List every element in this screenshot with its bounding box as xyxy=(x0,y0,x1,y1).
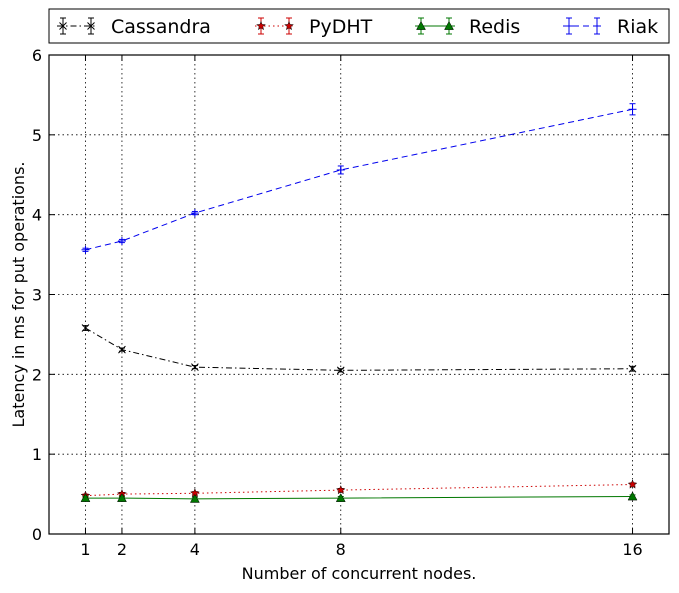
y-tick-label: 5 xyxy=(32,126,42,145)
series-riak xyxy=(81,103,637,254)
y-axis-label: Latency in ms for put operations. xyxy=(9,162,28,428)
star-marker xyxy=(335,484,346,495)
x-tick-label: 4 xyxy=(190,540,200,559)
series-layer xyxy=(80,103,638,503)
plus-marker xyxy=(565,22,573,30)
triangle-marker xyxy=(80,493,91,502)
grid-lines xyxy=(49,55,669,534)
legend-item-riak: Riak xyxy=(563,16,658,38)
plus-marker xyxy=(628,105,637,114)
legend-item-pydht: PyDHT xyxy=(255,16,373,38)
star-marker xyxy=(284,20,294,31)
plus-marker xyxy=(593,22,601,30)
triangle-marker xyxy=(444,20,454,30)
y-tick-label: 0 xyxy=(32,525,42,544)
legend-label-cassandra: Cassandra xyxy=(111,16,211,38)
x-tick-label: 2 xyxy=(117,540,127,559)
plus-marker xyxy=(117,237,126,246)
legend-label-pydht: PyDHT xyxy=(309,16,373,38)
triangle-marker xyxy=(335,493,346,502)
plus-marker xyxy=(336,165,345,174)
series-cassandra xyxy=(81,324,637,375)
star-marker xyxy=(256,20,266,31)
y-tick-label: 6 xyxy=(32,46,42,65)
triangle-marker xyxy=(627,491,638,501)
y-tick-label: 3 xyxy=(32,286,42,305)
triangle-marker xyxy=(189,493,200,503)
x-marker xyxy=(59,22,67,30)
x-marker xyxy=(336,366,345,375)
x-tick-label: 1 xyxy=(80,540,90,559)
triangle-marker xyxy=(117,493,127,502)
x-tick-label: 8 xyxy=(336,540,346,559)
star-marker xyxy=(627,479,638,489)
legend-item-cassandra: Cassandra xyxy=(57,16,211,38)
axis-ticks: 1 2 4 8 16 0 1 2 3 4 5 6 xyxy=(32,46,669,559)
legend: Cassandra PyDHT Redis Riak xyxy=(48,8,670,44)
triangle-marker xyxy=(416,20,426,30)
plus-marker xyxy=(190,209,199,218)
legend-label-riak: Riak xyxy=(617,16,658,38)
series-redis xyxy=(80,491,638,503)
y-tick-label: 4 xyxy=(32,206,42,225)
x-tick-label: 16 xyxy=(622,540,642,559)
x-marker xyxy=(191,363,199,372)
y-tick-label: 2 xyxy=(32,365,42,384)
legend-label-redis: Redis xyxy=(469,16,520,38)
x-axis-label: Number of concurrent nodes. xyxy=(242,564,477,583)
y-tick-label: 1 xyxy=(32,445,42,464)
x-marker xyxy=(628,364,637,373)
plus-marker xyxy=(81,245,90,254)
x-marker xyxy=(87,22,95,30)
legend-item-redis: Redis xyxy=(415,16,520,38)
x-marker xyxy=(118,345,126,354)
x-marker xyxy=(81,324,90,332)
